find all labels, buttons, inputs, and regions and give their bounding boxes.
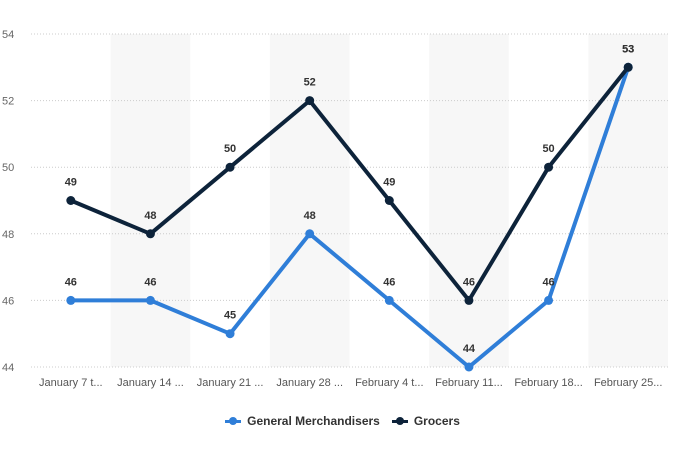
data-label: 50 xyxy=(224,143,236,155)
data-point xyxy=(623,62,633,72)
y-axis-ticks: 44 46 48 50 52 54 xyxy=(2,29,14,374)
data-label: 46 xyxy=(144,276,156,288)
legend-item-general-merchandisers[interactable]: General Merchandisers xyxy=(225,414,380,428)
data-label: 44 xyxy=(463,343,476,355)
data-label: 46 xyxy=(463,276,475,288)
y-tick-label: 46 xyxy=(2,295,14,307)
category-band xyxy=(110,34,191,367)
x-tick-label: January 28 ... xyxy=(276,377,343,389)
data-label: 48 xyxy=(144,210,156,222)
data-point xyxy=(384,295,394,305)
y-tick-label: 54 xyxy=(2,29,14,41)
data-point xyxy=(544,162,554,172)
category-bands xyxy=(110,34,668,367)
data-point xyxy=(225,329,235,339)
legend-label: Grocers xyxy=(413,414,460,428)
data-point xyxy=(384,196,394,205)
data-point xyxy=(305,229,315,239)
data-label: 52 xyxy=(304,77,316,89)
y-tick-label: 52 xyxy=(2,96,14,108)
data-point xyxy=(66,295,76,305)
y-gridlines xyxy=(31,33,668,368)
data-point xyxy=(305,96,315,106)
category-band xyxy=(429,34,509,367)
data-label: 50 xyxy=(542,143,554,155)
x-axis-ticks: January 7 t... January 14 ... January 21 .… xyxy=(39,377,662,389)
x-tick-label: January 21 ... xyxy=(197,377,264,389)
data-point xyxy=(225,162,235,172)
data-label: 48 xyxy=(304,210,316,222)
data-label: 53 xyxy=(622,43,634,55)
data-point xyxy=(66,196,76,205)
x-tick-label: February 4 t... xyxy=(355,377,423,389)
x-tick-label: February 18... xyxy=(514,377,582,389)
y-tick-label: 48 xyxy=(2,229,14,241)
legend-marker-icon xyxy=(391,416,408,426)
data-label: 45 xyxy=(224,310,236,322)
data-label: 53 xyxy=(622,43,634,55)
x-tick-label: January 14 ... xyxy=(117,377,184,389)
x-tick-label: February 11... xyxy=(435,377,503,389)
y-tick-label: 44 xyxy=(2,362,14,374)
data-label: 46 xyxy=(383,276,395,288)
legend-label: General Merchandisers xyxy=(247,414,380,428)
legend: General Merchandisers Grocers xyxy=(0,414,685,428)
x-tick-label: January 7 t... xyxy=(39,377,103,389)
y-tick-label: 50 xyxy=(2,162,14,174)
data-point xyxy=(145,229,155,239)
data-point xyxy=(464,362,474,372)
data-label: 46 xyxy=(65,276,77,288)
data-label: 49 xyxy=(65,177,77,189)
legend-marker-icon xyxy=(225,416,242,426)
x-tick-label: February 25... xyxy=(594,377,662,389)
data-point xyxy=(464,295,474,305)
data-label: 49 xyxy=(383,177,395,189)
legend-item-grocers[interactable]: Grocers xyxy=(391,414,460,428)
data-label: 46 xyxy=(542,276,554,288)
category-band xyxy=(269,34,350,367)
category-band xyxy=(588,34,668,367)
data-point xyxy=(145,295,155,305)
series-line xyxy=(68,65,631,303)
series-lines xyxy=(66,62,633,372)
data-point xyxy=(544,295,554,305)
series-line xyxy=(68,65,631,369)
